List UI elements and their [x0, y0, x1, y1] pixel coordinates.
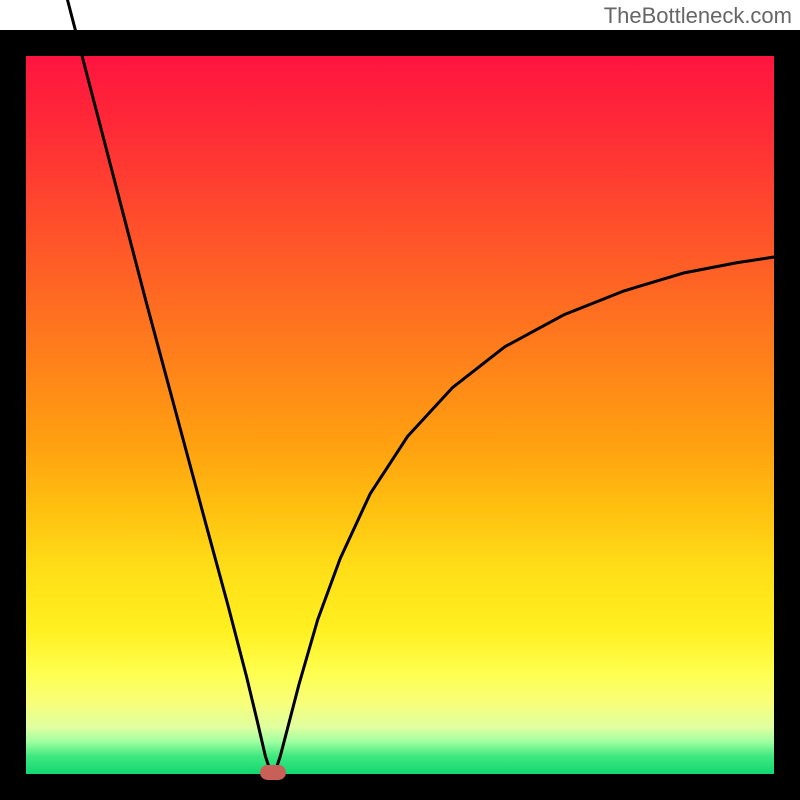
watermark-text: TheBottleneck.com — [604, 3, 792, 29]
chart-container: TheBottleneck.com — [0, 0, 800, 800]
bottleneck-curve — [0, 0, 800, 800]
optimal-point-marker — [260, 765, 286, 780]
